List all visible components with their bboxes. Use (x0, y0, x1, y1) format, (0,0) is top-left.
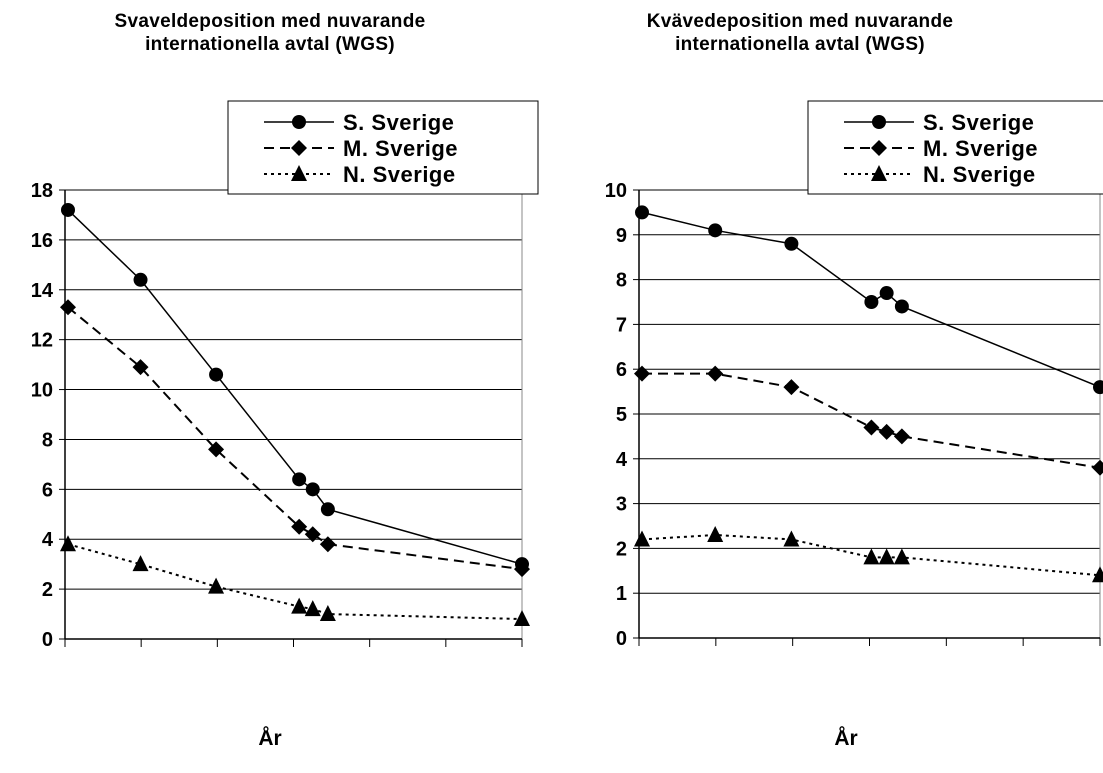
y-tick-label: 4 (42, 529, 54, 551)
data-point (879, 286, 894, 301)
y-tick-label: 3 (616, 494, 627, 516)
chart-title: Svaveldeposition med nuvarande internati… (60, 10, 480, 56)
data-point (320, 502, 335, 517)
x-axis-label: År (834, 727, 858, 750)
legend-marker (871, 140, 887, 156)
data-point (634, 530, 650, 547)
y-tick-label: 2 (42, 579, 53, 601)
y-tick-label: 12 (31, 330, 53, 352)
data-point (1093, 380, 1103, 395)
data-point (863, 548, 880, 565)
legend-label: M. Sverige (343, 136, 458, 161)
y-tick-label: 14 (31, 280, 54, 302)
data-point (133, 272, 148, 287)
y-tick-label: 10 (31, 380, 53, 402)
legend-label: S. Sverige (343, 110, 454, 135)
data-point (783, 530, 800, 547)
data-point (292, 472, 307, 487)
data-point (878, 423, 895, 440)
data-point (291, 597, 308, 614)
data-point (208, 441, 225, 458)
data-point (132, 555, 149, 572)
data-point (514, 561, 530, 578)
chart-title-line-1: Svaveldeposition med nuvarande (114, 11, 426, 32)
data-point (893, 428, 910, 445)
y-tick-label: 1 (616, 583, 627, 605)
y-tick-label: 9 (616, 225, 627, 247)
legend-label: N. Sverige (343, 162, 456, 187)
chart-panel-kvave: Kvävedeposition med nuvarande internatio… (560, 0, 1103, 773)
chart-title-line-2: internationella avtal (WGS) (675, 34, 925, 55)
y-tick-label: 2 (616, 538, 627, 560)
data-point (305, 482, 320, 497)
data-point (863, 419, 880, 436)
data-point (514, 610, 530, 627)
legend-box (807, 100, 1103, 195)
y-tick-label: 0 (42, 629, 53, 651)
data-point (893, 548, 910, 565)
legend-marker (292, 115, 306, 129)
y-tick-label: 6 (42, 479, 53, 501)
y-tick-label: 0 (616, 628, 627, 650)
data-point (864, 295, 879, 309)
y-tick-label: 5 (616, 404, 627, 426)
y-tick-label: 18 (31, 180, 53, 202)
legend-marker (291, 140, 307, 156)
data-point (60, 299, 76, 316)
data-point (635, 205, 649, 220)
data-point (1092, 459, 1103, 476)
y-tick-label: 8 (42, 429, 53, 451)
legend-label: M. Sverige (923, 136, 1038, 161)
y-tick-label: 6 (616, 359, 627, 381)
y-tick-label: 10 (605, 180, 627, 202)
data-point (319, 605, 336, 622)
chart-title-line-2: internationella avtal (WGS) (145, 34, 395, 55)
legend-box (227, 100, 539, 195)
legend-marker (291, 165, 307, 181)
data-point (707, 365, 724, 382)
y-tick-label: 4 (616, 449, 628, 471)
y-tick-label: 8 (616, 270, 627, 292)
x-axis-label: År (258, 727, 282, 750)
data-point (208, 577, 225, 594)
data-point (61, 202, 75, 217)
data-point (878, 548, 895, 565)
data-point (304, 526, 321, 543)
legend-label: S. Sverige (923, 110, 1034, 135)
data-point (783, 379, 800, 396)
data-point (634, 365, 650, 382)
data-point (1092, 566, 1103, 583)
data-point (209, 367, 224, 382)
chart-title-line-1: Kvävedeposition med nuvarande (646, 11, 954, 32)
data-point (60, 535, 76, 552)
data-point (707, 525, 724, 542)
y-tick-label: 16 (31, 230, 53, 252)
legend-marker (872, 115, 886, 129)
data-point (304, 600, 321, 617)
data-point (784, 236, 799, 251)
legend-label: N. Sverige (923, 162, 1036, 187)
chart-panel-svavel: Svaveldeposition med nuvarande internati… (31, 10, 539, 750)
data-point (894, 299, 909, 314)
series-line (67, 209, 523, 565)
chart-title: Kvävedeposition med nuvarande internatio… (590, 10, 1010, 56)
data-point (132, 359, 149, 376)
data-point (291, 518, 308, 535)
data-point (319, 536, 336, 553)
data-point (708, 223, 723, 238)
y-tick-label: 7 (616, 314, 627, 336)
legend-marker (871, 165, 887, 181)
